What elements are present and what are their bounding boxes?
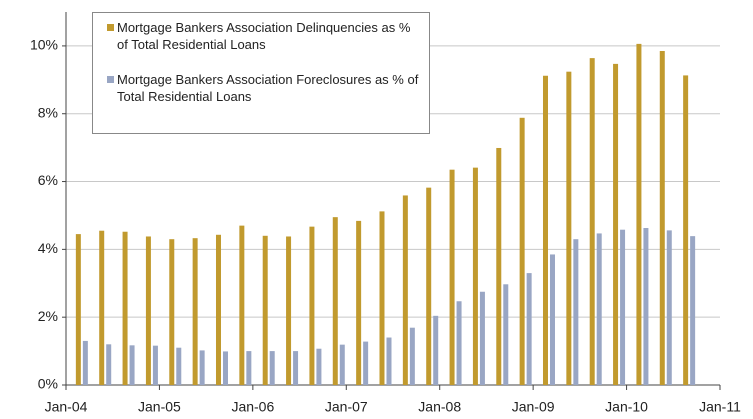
x-tick-label: Jan-09 xyxy=(512,399,555,415)
bar xyxy=(246,351,252,385)
bar xyxy=(496,147,502,385)
bar xyxy=(122,231,128,385)
bar xyxy=(169,239,175,385)
bar xyxy=(386,337,392,385)
bar xyxy=(659,50,665,385)
bar xyxy=(316,348,322,385)
bar xyxy=(239,225,245,385)
y-tick-label: 0% xyxy=(38,376,58,392)
y-tick-label: 6% xyxy=(38,172,58,188)
bar xyxy=(643,228,649,385)
bar xyxy=(176,347,182,385)
bar xyxy=(129,345,135,385)
x-tick-label: Jan-07 xyxy=(325,399,368,415)
bar xyxy=(589,58,595,385)
y-tick-label: 10% xyxy=(30,37,58,53)
bar xyxy=(456,301,462,385)
bar xyxy=(596,233,602,385)
bar xyxy=(339,344,345,385)
bar xyxy=(613,63,619,385)
legend-swatch xyxy=(107,76,114,83)
legend-swatch xyxy=(107,24,114,31)
bar xyxy=(566,71,572,386)
x-tick-label: Jan-04 xyxy=(45,399,88,415)
bar xyxy=(106,344,112,385)
bar xyxy=(690,236,696,385)
bar xyxy=(82,340,88,385)
legend: Mortgage Bankers Association Delinquenci… xyxy=(92,12,430,134)
bar xyxy=(449,169,455,385)
bar xyxy=(620,229,626,385)
bar xyxy=(293,351,299,385)
x-tick-label: Jan-11 xyxy=(699,399,741,415)
x-tick-label: Jan-05 xyxy=(138,399,181,415)
bar xyxy=(472,167,478,385)
y-tick-label: 2% xyxy=(38,308,58,324)
bar xyxy=(503,284,509,385)
bar xyxy=(199,350,205,385)
bar xyxy=(426,187,432,385)
bar xyxy=(519,117,525,386)
bar xyxy=(542,75,548,386)
legend-item: Mortgage Bankers Association Delinquenci… xyxy=(107,19,421,53)
bar xyxy=(402,195,408,385)
bar xyxy=(666,230,672,385)
bar xyxy=(683,75,689,385)
bar xyxy=(222,351,228,385)
bar xyxy=(409,327,415,385)
bar xyxy=(356,220,362,385)
bar xyxy=(573,239,579,385)
bar xyxy=(152,345,158,385)
legend-label: Mortgage Bankers Association Foreclosure… xyxy=(117,72,419,104)
bar xyxy=(433,315,439,385)
x-tick-label: Jan-08 xyxy=(418,399,461,415)
bar xyxy=(363,341,369,385)
bar xyxy=(262,235,268,385)
bar xyxy=(215,234,221,385)
bar xyxy=(379,211,385,385)
bar xyxy=(309,226,315,385)
x-tick-label: Jan-06 xyxy=(231,399,274,415)
bar xyxy=(286,236,292,385)
legend-item: Mortgage Bankers Association Foreclosure… xyxy=(107,71,421,105)
bar xyxy=(332,217,338,385)
bar xyxy=(636,43,642,386)
bar xyxy=(99,230,105,385)
bar xyxy=(192,238,198,385)
y-tick-label: 4% xyxy=(38,240,58,256)
bar xyxy=(479,291,485,385)
bar xyxy=(549,254,555,385)
bar xyxy=(269,351,275,385)
y-tick-label: 8% xyxy=(38,104,58,120)
bar xyxy=(526,273,532,385)
bar xyxy=(75,234,81,385)
bar xyxy=(145,236,151,385)
legend-label: Mortgage Bankers Association Delinquenci… xyxy=(117,20,411,52)
x-tick-label: Jan-10 xyxy=(605,399,648,415)
